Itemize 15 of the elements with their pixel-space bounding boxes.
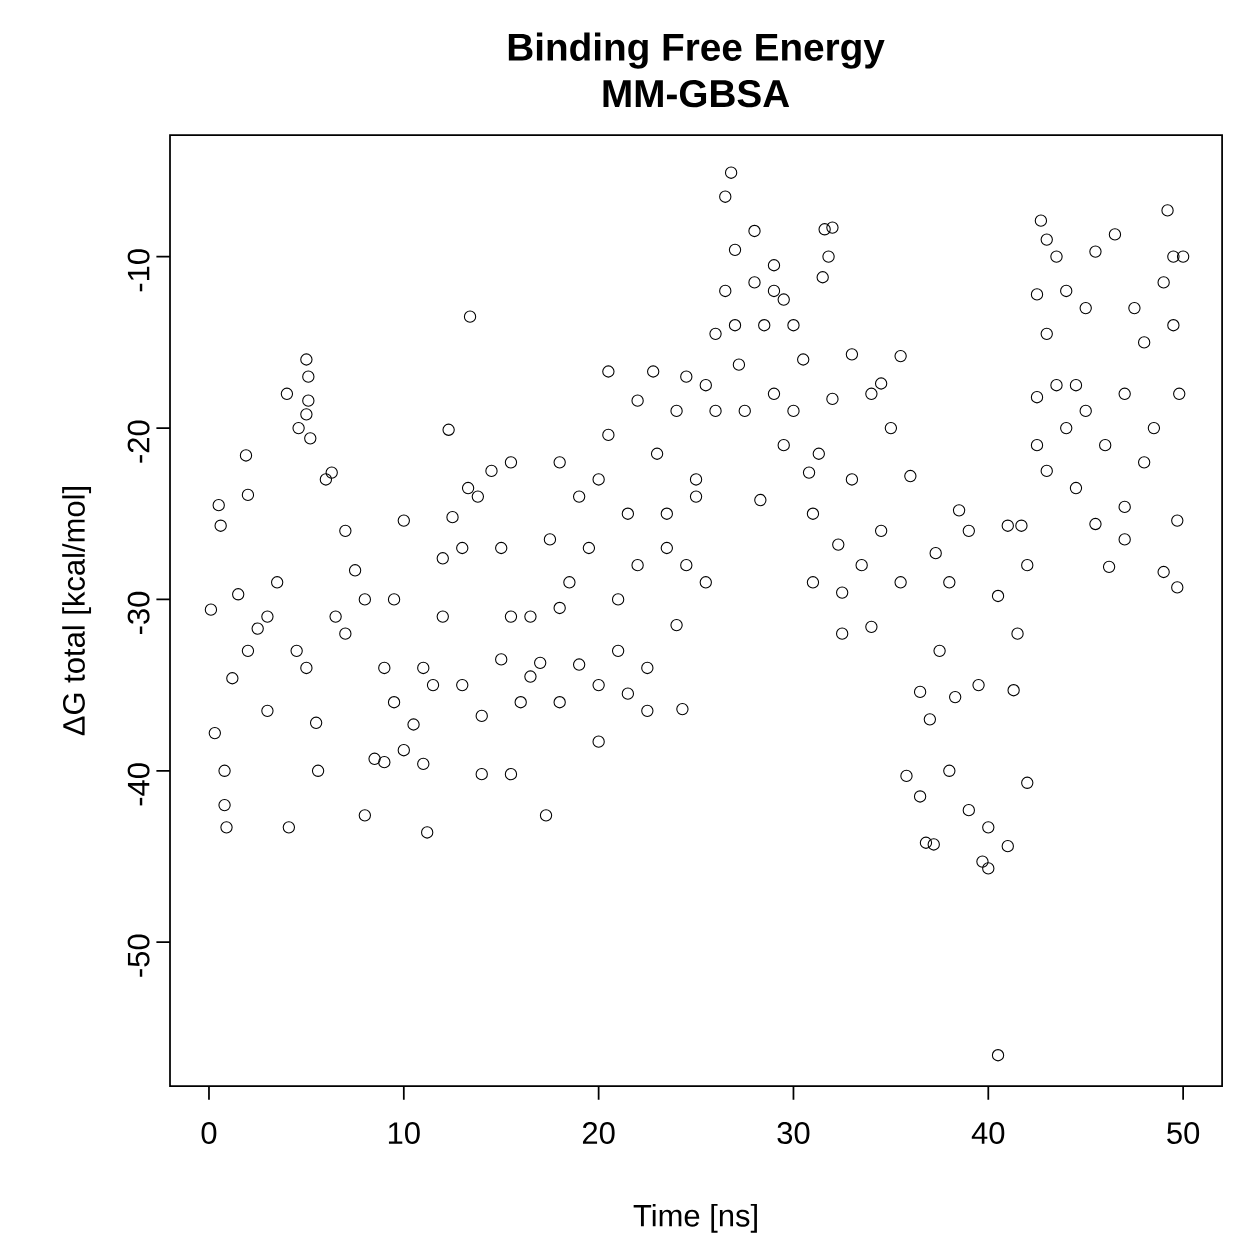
- x-tick-label: 0: [201, 1122, 217, 1144]
- y-tick-label: -10: [127, 249, 150, 292]
- y-tick-label: -20: [127, 420, 150, 463]
- y-tick-label: -30: [127, 591, 150, 635]
- x-tick-label: 20: [582, 1122, 615, 1144]
- y-tick-label: -50: [127, 934, 150, 977]
- x-tick-label: 30: [777, 1122, 810, 1144]
- chart-subtitle: MM-GBSA: [603, 79, 790, 108]
- x-axis-title: Time [ns]: [633, 1203, 757, 1233]
- x-tick-label: 50: [1167, 1122, 1200, 1144]
- y-tick-label: -40: [127, 763, 150, 806]
- x-tick-label: 40: [971, 1122, 1005, 1144]
- x-tick-label: 10: [388, 1122, 420, 1144]
- y-axis-title: ΔG total [kcal/mol]: [62, 487, 92, 736]
- chart-title: Binding Free Energy: [508, 32, 885, 69]
